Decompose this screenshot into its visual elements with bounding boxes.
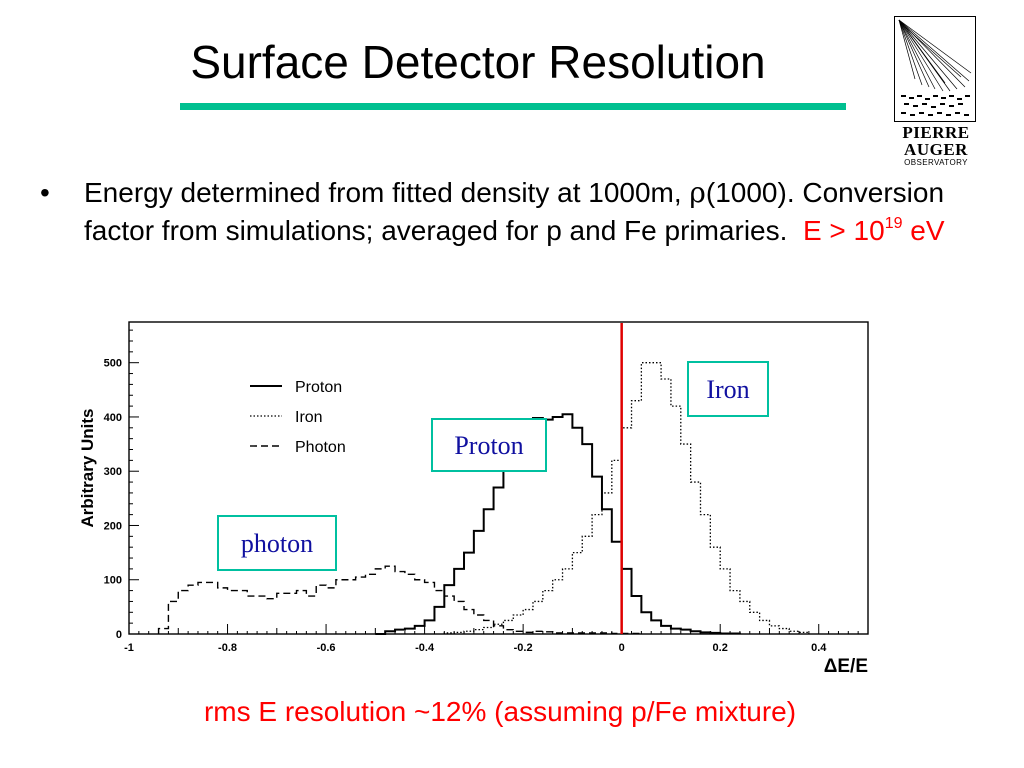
annotation-box-proton — [431, 418, 547, 472]
plot-frame — [128, 321, 869, 635]
pierre-auger-logo — [894, 16, 976, 122]
y-tick-label: 500 — [104, 358, 122, 370]
histogram-photon — [157, 565, 643, 635]
x-tick-label: -0.2 — [514, 642, 533, 654]
histogram-proton — [375, 413, 741, 635]
rho-symbol: ρ — [689, 176, 706, 209]
energy-cut-prefix: E > 10 — [802, 215, 885, 246]
energy-cut-exponent: 19 — [884, 214, 903, 232]
logo-text-pierre: PIERRE — [902, 123, 970, 142]
resolution-caption: rms E resolution ~12% (assuming p/Fe mix… — [203, 696, 797, 727]
bullet-text-part2: (1000). Conversion factor from simulatio… — [84, 177, 945, 246]
energy-cut-label: E > 1019 eV — [803, 215, 945, 246]
energy-cut-suffix: eV — [902, 215, 945, 246]
x-tick-label: -1 — [124, 642, 134, 654]
annotation-label-photon: photon — [241, 529, 313, 558]
x-tick-label: 0.2 — [713, 642, 728, 654]
bullet-text: Energy determined from fitted density at… — [84, 174, 984, 250]
x-axis-title: ΔE/E — [824, 656, 868, 677]
x-tick-label: -0.4 — [415, 642, 435, 654]
y-tick-label: 300 — [104, 466, 122, 478]
legend-label-iron: Iron — [295, 409, 323, 426]
annotation-label-iron: Iron — [706, 375, 749, 404]
slide-title: Surface Detector Resolution — [190, 36, 766, 88]
x-tick-label: -0.8 — [218, 642, 237, 654]
annotation-box-iron — [687, 361, 769, 417]
bullet-text-part1: Energy determined from fitted density at… — [84, 177, 690, 208]
y-tick-label: 400 — [104, 412, 122, 424]
annotation-box-photon — [217, 515, 337, 571]
y-tick-label: 100 — [104, 575, 122, 587]
x-tick-label: 0.4 — [811, 642, 827, 654]
air-shower-icon — [898, 19, 972, 116]
legend-label-photon: Photon — [295, 439, 346, 456]
x-tick-label: -0.6 — [317, 642, 336, 654]
annotation-label-proton: Proton — [454, 431, 523, 460]
y-axis-title: Arbitrary Units — [78, 408, 97, 527]
logo-text-observatory: OBSERVATORY — [904, 158, 968, 167]
title-underline — [180, 103, 846, 110]
y-tick-label: 200 — [104, 520, 122, 532]
bullet-icon: • — [40, 177, 50, 208]
legend-label-proton: Proton — [295, 379, 342, 396]
y-tick-label: 0 — [116, 629, 122, 641]
x-tick-label: 0 — [619, 642, 625, 654]
histogram-iron — [443, 362, 810, 634]
logo-text-auger: AUGER — [904, 140, 968, 159]
